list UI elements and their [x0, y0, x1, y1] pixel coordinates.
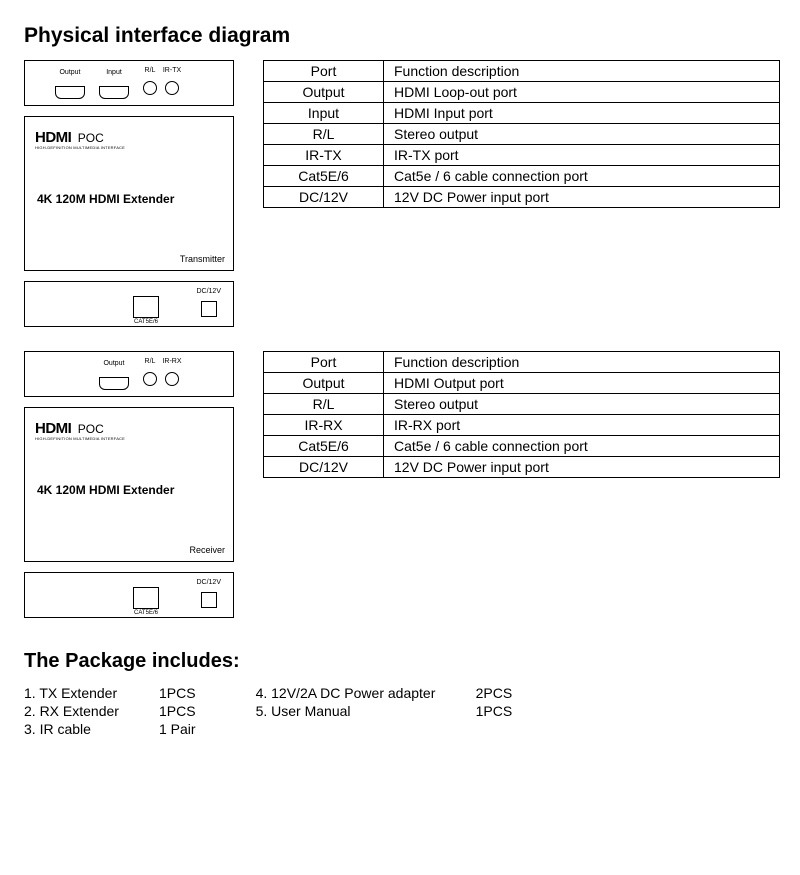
table-row: DC/12V12V DC Power input port [264, 187, 780, 208]
port-label: R/L [145, 67, 156, 74]
table-row: Cat5E/6Cat5e / 6 cable connection port [264, 436, 780, 457]
dc-port-icon [201, 592, 217, 608]
package-item-qty: 1 Pair [159, 721, 196, 737]
rx-role-label: Receiver [189, 545, 225, 555]
table-cell: Output [264, 373, 384, 394]
table-cell: HDMI Loop-out port [384, 82, 780, 103]
package-item-qty: 1PCS [476, 703, 513, 719]
table-cell: Cat5e / 6 cable connection port [384, 436, 780, 457]
table-row: R/LStereo output [264, 124, 780, 145]
table-cell: DC/12V [264, 457, 384, 478]
port-label: Output [103, 360, 124, 367]
table-cell: Cat5E/6 [264, 166, 384, 187]
hdmi-logo-sub: HIGH-DEFINITION MULTIMEDIA INTERFACE [35, 436, 223, 441]
hdmi-logo-sub: HIGH-DEFINITION MULTIMEDIA INTERFACE [35, 145, 223, 150]
table-cell: Stereo output [384, 124, 780, 145]
hdmi-logo: HDMI [35, 129, 71, 146]
port-label: R/L [145, 358, 156, 365]
table-row: IR-TXIR-TX port [264, 145, 780, 166]
package-item-name: 4. 12V/2A DC Power adapter [256, 685, 476, 701]
hdmi-port-icon [99, 377, 129, 390]
dc-label: DC/12V [196, 288, 221, 295]
package-item: 5. User Manual1PCS [256, 703, 513, 719]
circle-port-icon [143, 372, 157, 386]
table-row: OutputHDMI Loop-out port [264, 82, 780, 103]
table-cell: IR-RX port [384, 415, 780, 436]
port-label: IR-TX [163, 67, 181, 74]
package-item: 4. 12V/2A DC Power adapter2PCS [256, 685, 513, 701]
table-cell: IR-TX port [384, 145, 780, 166]
tx-bottom-panel: DC/12V CAT5E/6 [24, 281, 234, 327]
table-header: Port [264, 352, 384, 373]
tx-top-panel: Output Input R/L IR-TX [24, 60, 234, 106]
rx-spec-table: PortFunction descriptionOutputHDMI Outpu… [263, 351, 780, 478]
rx-bottom-panel: DC/12V CAT5E/6 [24, 572, 234, 618]
table-row: IR-RXIR-RX port [264, 415, 780, 436]
table-cell: Output [264, 82, 384, 103]
tx-front-panel: HDMI POC HIGH-DEFINITION MULTIMEDIA INTE… [24, 116, 234, 271]
hdmi-port-icon [99, 86, 129, 99]
table-header: Function description [384, 352, 780, 373]
table-cell: Cat5E/6 [264, 436, 384, 457]
rx-product-name: 4K 120M HDMI Extender [37, 483, 174, 497]
table-row: OutputHDMI Output port [264, 373, 780, 394]
dc-label: DC/12V [196, 579, 221, 586]
table-cell: DC/12V [264, 187, 384, 208]
port-label: Input [106, 69, 122, 76]
package-item: 3. IR cable1 Pair [24, 721, 196, 737]
receiver-section: OutputR/LIR-RX HDMI POC HIGH-DEFINITION … [24, 351, 780, 634]
table-cell: 12V DC Power input port [384, 457, 780, 478]
rj45-port-icon [133, 296, 159, 318]
hdmi-logo: HDMI [35, 420, 71, 437]
transmitter-section: OutputInputR/LIR-TX HDMI POC HIGH-DEFINI… [24, 60, 780, 343]
poc-label: POC [78, 422, 104, 436]
rj45-label: CAT5E/6 [133, 610, 159, 616]
circle-port-icon [165, 372, 179, 386]
table-cell: 12V DC Power input port [384, 187, 780, 208]
port-label: IR-RX [162, 358, 181, 365]
table-cell: Stereo output [384, 394, 780, 415]
poc-label: POC [78, 131, 104, 145]
table-cell: R/L [264, 394, 384, 415]
table-cell: Cat5e / 6 cable connection port [384, 166, 780, 187]
table-header: Function description [384, 61, 780, 82]
table-row: DC/12V12V DC Power input port [264, 457, 780, 478]
package-item: 1. TX Extender1PCS [24, 685, 196, 701]
table-cell: Input [264, 103, 384, 124]
rj45-port-icon [133, 587, 159, 609]
package-item: 2. RX Extender1PCS [24, 703, 196, 719]
package-item-name: 2. RX Extender [24, 703, 159, 719]
table-row: InputHDMI Input port [264, 103, 780, 124]
tx-role-label: Transmitter [180, 254, 225, 264]
circle-port-icon [165, 81, 179, 95]
table-row: R/LStereo output [264, 394, 780, 415]
dc-port-icon [201, 301, 217, 317]
table-cell: IR-TX [264, 145, 384, 166]
table-header: Port [264, 61, 384, 82]
table-cell: HDMI Output port [384, 373, 780, 394]
package-item-qty: 1PCS [159, 685, 196, 701]
package-item-qty: 2PCS [476, 685, 513, 701]
package-list: 1. TX Extender1PCS2. RX Extender1PCS3. I… [24, 685, 780, 739]
package-item-name: 1. TX Extender [24, 685, 159, 701]
package-item-name: 3. IR cable [24, 721, 159, 737]
table-row: Cat5E/6Cat5e / 6 cable connection port [264, 166, 780, 187]
package-item-qty: 1PCS [159, 703, 196, 719]
hdmi-port-icon [55, 86, 85, 99]
table-cell: IR-RX [264, 415, 384, 436]
table-cell: HDMI Input port [384, 103, 780, 124]
tx-spec-table: PortFunction descriptionOutputHDMI Loop-… [263, 60, 780, 208]
circle-port-icon [143, 81, 157, 95]
tx-product-name: 4K 120M HDMI Extender [37, 192, 174, 206]
table-cell: R/L [264, 124, 384, 145]
rx-top-panel: Output R/L IR-RX [24, 351, 234, 397]
port-label: Output [59, 69, 80, 76]
rj45-label: CAT5E/6 [133, 319, 159, 325]
package-title: The Package includes: [24, 650, 780, 673]
page-title: Physical interface diagram [24, 24, 780, 48]
rx-front-panel: HDMI POC HIGH-DEFINITION MULTIMEDIA INTE… [24, 407, 234, 562]
package-item-name: 5. User Manual [256, 703, 476, 719]
